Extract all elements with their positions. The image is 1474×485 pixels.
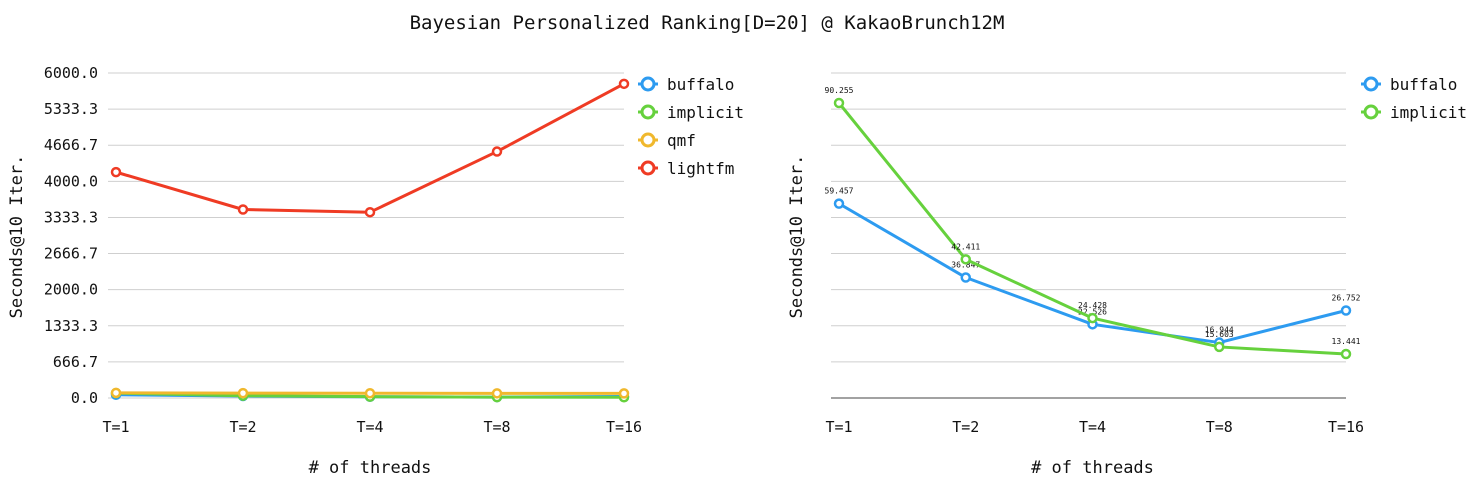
panel1-legend-label-lightfm: lightfm (667, 159, 734, 178)
panel2-point-implicit (1087, 312, 1098, 324)
panel1-point-qmf (237, 387, 249, 399)
panel2-data-label-buffalo: 22.526 (1078, 307, 1107, 316)
panel2-data-label-buffalo: 26.752 (1332, 294, 1361, 303)
panel1-point-lightfm (491, 146, 503, 157)
panel1-series-line-lightfm (115, 82, 625, 214)
panel1-y-tick-label: 4666.7 (44, 136, 98, 154)
panel1-legend-label-implicit: implicit (667, 103, 744, 122)
panel2-x-tick-label: T=16 (1328, 418, 1364, 436)
panel1-point-qmf (364, 387, 376, 399)
panel2-point-implicit (833, 97, 845, 109)
panel2-data-label-implicit: 42.411 (951, 242, 980, 251)
panel1-point-lightfm (237, 204, 249, 215)
panel1-point-lightfm (364, 206, 376, 218)
panel1-point-qmf (491, 388, 503, 399)
panel2-data-label-implicit: 15.603 (1205, 330, 1234, 339)
panel2-y-axis-label: Seconds@10 Iter. (787, 155, 807, 319)
panel1-legend-marker (640, 132, 656, 148)
panel2-data-label-implicit: 13.441 (1332, 337, 1361, 346)
panel2-data-label-implicit: 24.428 (1078, 301, 1107, 310)
panel2-legend-label-implicit: implicit (1390, 103, 1467, 122)
panel2-point-implicit (1214, 341, 1225, 353)
panel2-data-label-implicit: 90.255 (825, 86, 854, 95)
panel1-x-tick-label: T=16 (606, 418, 642, 436)
panel2-legend-marker (1363, 104, 1379, 120)
panel1-point-lightfm (110, 166, 122, 178)
panel2-data-label-buffalo: 59.457 (825, 187, 854, 196)
panel1-x-tick-label: T=8 (483, 418, 510, 436)
panel1-y-axis-label: Seconds@10 Iter. (7, 155, 27, 319)
panel1-y-tick-label: 5333.3 (44, 100, 98, 118)
panel1-y-tick-label: 0.0 (71, 389, 98, 407)
panel2-point-buffalo (1340, 305, 1352, 316)
panel1-x-tick-label: T=1 (102, 418, 129, 436)
panel1-legend-marker (640, 160, 656, 176)
panel2-point-buffalo (960, 272, 971, 283)
panel2-point-implicit (960, 254, 971, 265)
panel1-x-axis-label: # of threads (309, 458, 432, 478)
panel1-point-qmf (618, 388, 630, 399)
panel2-data-label-buffalo: 36.847 (951, 261, 980, 270)
panel2-x-tick-label: T=1 (825, 418, 852, 436)
panel2-x-axis-label: # of threads (1031, 458, 1154, 478)
panel2-point-implicit (1340, 348, 1352, 360)
panel1-y-tick-label: 2000.0 (44, 281, 98, 299)
panel2-legend-marker (1363, 76, 1379, 92)
panel1-y-tick-label: 2666.7 (44, 245, 98, 263)
figure-title: Bayesian Personalized Ranking[D=20] @ Ka… (409, 12, 1005, 34)
panel1-x-tick-label: T=4 (356, 418, 383, 436)
panel2-x-tick-label: T=4 (1079, 418, 1106, 436)
panel2-x-tick-label: T=8 (1206, 418, 1233, 436)
panel1-y-tick-label: 4000.0 (44, 172, 98, 190)
panel1-y-tick-label: 1333.3 (44, 317, 98, 335)
panel2-x-tick-label: T=2 (952, 418, 979, 436)
panel1-y-tick-label: 3333.3 (44, 208, 98, 226)
panel1-legend-marker (640, 76, 656, 92)
panel1-y-tick-label: 666.7 (53, 353, 98, 371)
panel1-x-tick-label: T=2 (229, 418, 256, 436)
panel1-legend-marker (640, 104, 656, 120)
panel2-legend-label-buffalo: buffalo (1390, 75, 1457, 94)
panel2-data-label-buffalo: 16.944 (1205, 326, 1234, 335)
panel1-point-lightfm (618, 78, 630, 90)
panel1-y-tick-label: 6000.0 (44, 64, 98, 82)
panel1-legend-label-qmf: qmf (667, 131, 696, 150)
panel1-point-qmf (110, 387, 122, 399)
panel1-legend-label-buffalo: buffalo (667, 75, 734, 94)
panel2-point-buffalo (833, 198, 845, 209)
